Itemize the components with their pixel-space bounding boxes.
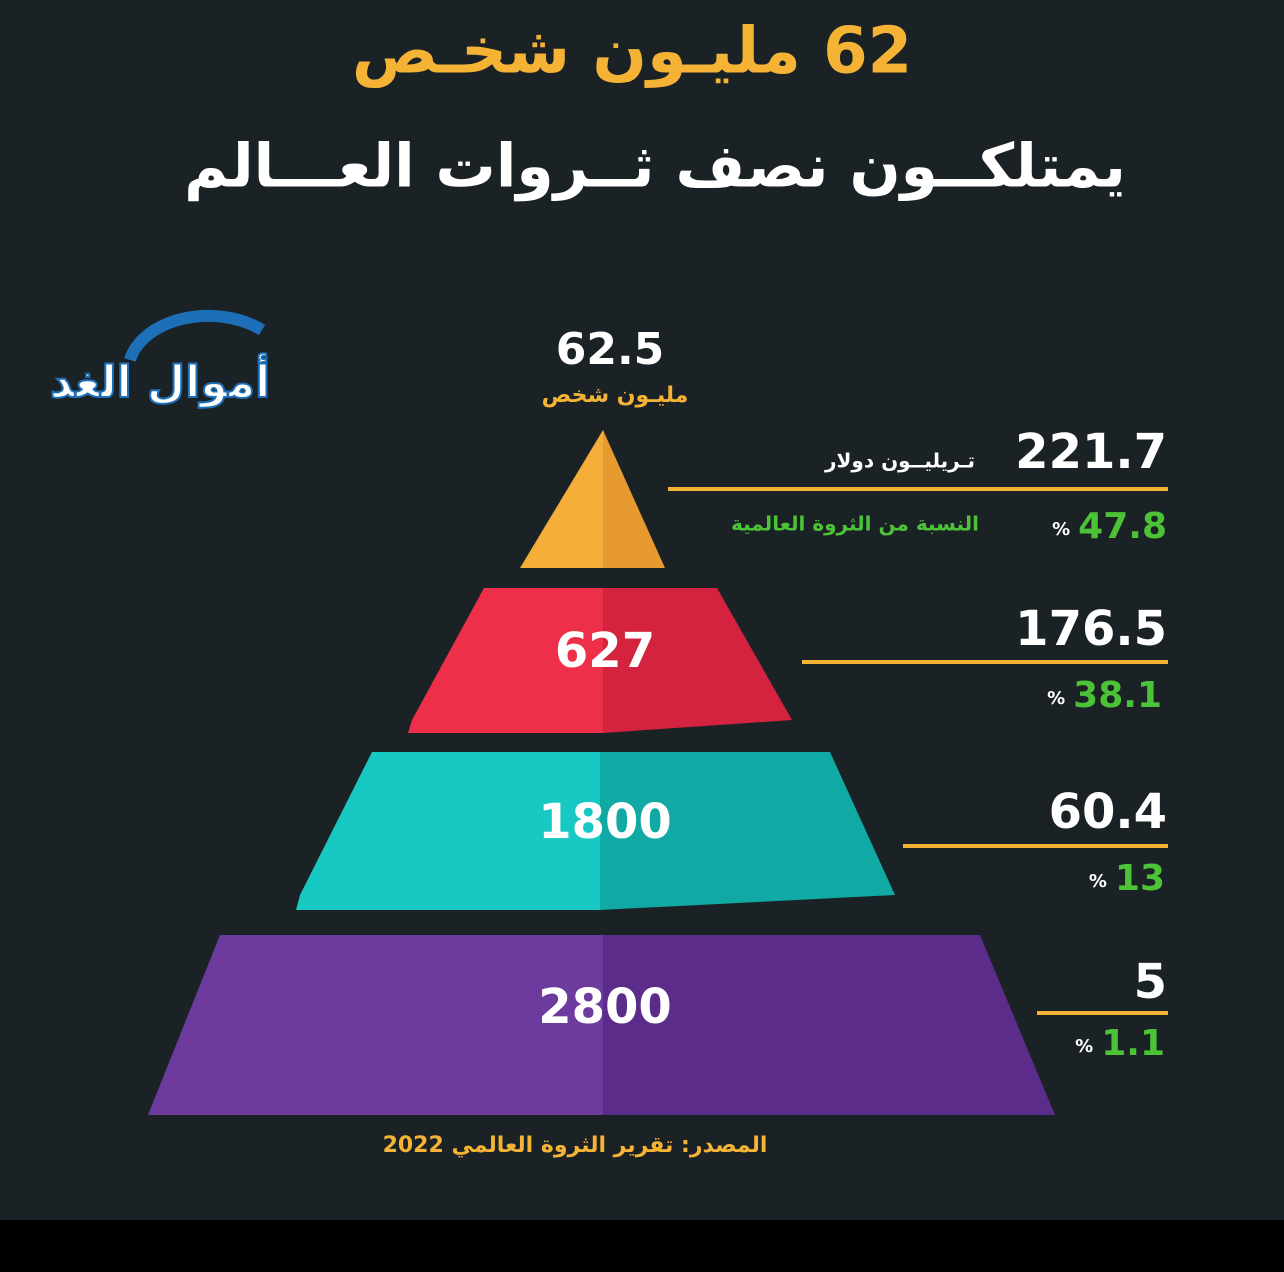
tier-right xyxy=(603,588,792,733)
wealth-value: 5 xyxy=(1134,954,1167,1010)
people-unit: مليـون شخص xyxy=(542,383,689,408)
share-value: 47.8 xyxy=(1078,506,1167,547)
percent-sign: % xyxy=(1089,871,1107,892)
wealth-unit: تـريليــون دولار xyxy=(824,449,975,473)
percent-sign: % xyxy=(1075,1036,1093,1057)
people-value: 1800 xyxy=(538,794,672,850)
tier-left xyxy=(520,430,603,568)
logo: أموال الغد xyxy=(49,309,271,409)
people-value: 627 xyxy=(555,623,655,679)
tier-right xyxy=(600,752,895,910)
share-value: 38.1 xyxy=(1073,675,1162,716)
people-value: 62.5 xyxy=(556,324,665,375)
logo-arc xyxy=(124,309,266,362)
tier-right xyxy=(603,935,1055,1115)
tier-left xyxy=(148,935,603,1115)
percent-sign: % xyxy=(1052,519,1070,540)
subtitle: يمتلكــون نصف ثــروات العـــالم xyxy=(184,132,1126,202)
wealth-value: 221.7 xyxy=(1015,424,1167,480)
wealth-value: 176.5 xyxy=(1015,601,1167,657)
percent-sign: % xyxy=(1047,688,1065,709)
share-value: 13 xyxy=(1115,858,1165,899)
share-value: 1.1 xyxy=(1101,1023,1165,1064)
source: المصدر: تقرير الثروة العالمي 2022 xyxy=(383,1133,768,1158)
percent-signs: %%%% xyxy=(1047,519,1107,1057)
tier-left xyxy=(296,752,600,910)
share-label: النسبة من الثروة العالمية xyxy=(731,512,979,536)
wealth-value: 60.4 xyxy=(1049,784,1167,840)
logo-text: أموال الغد xyxy=(50,353,270,408)
bottom-bar xyxy=(0,1220,1284,1272)
tier-right xyxy=(603,430,665,568)
people-value: 2800 xyxy=(538,979,672,1035)
title: 62 مليـون شخـص xyxy=(352,15,912,89)
tier-left xyxy=(408,588,603,733)
